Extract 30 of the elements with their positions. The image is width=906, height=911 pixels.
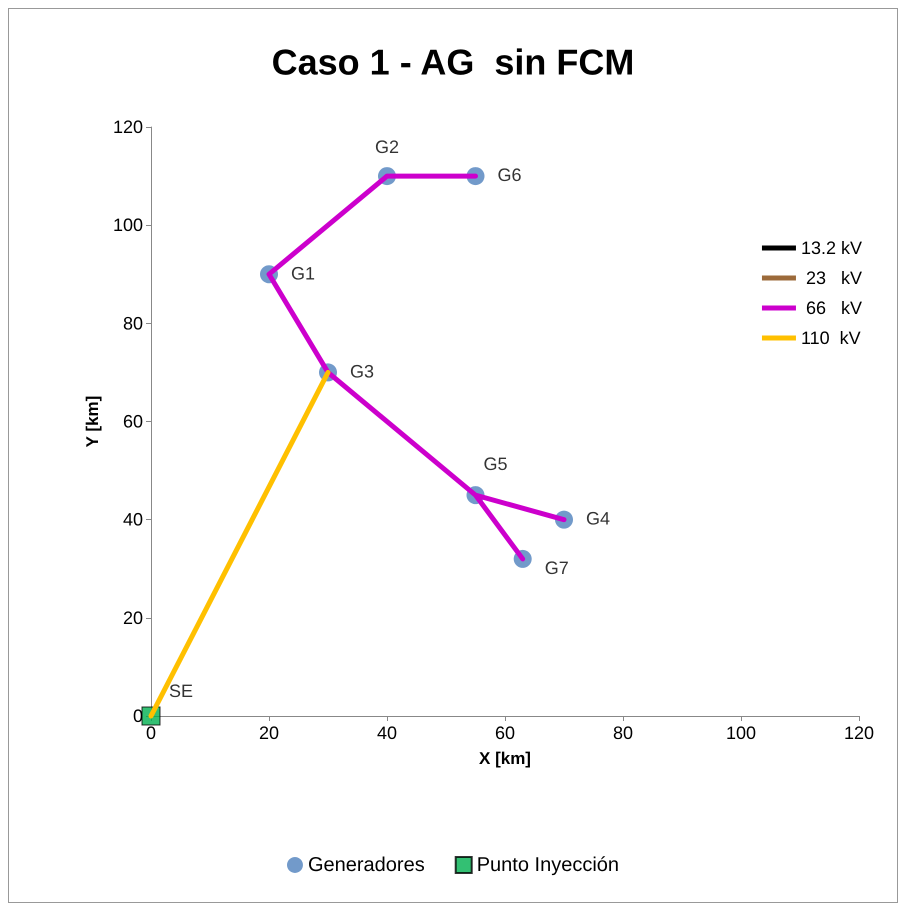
annotation: G7 xyxy=(544,558,569,578)
legend-label: 110 kV xyxy=(800,328,861,348)
x-tick-label: 20 xyxy=(258,723,280,743)
x-tick-label: 60 xyxy=(494,723,516,743)
annotation: G5 xyxy=(484,454,508,474)
y-tick-label: 20 xyxy=(122,608,143,628)
y-tick-label: 60 xyxy=(122,412,143,432)
x-tick-label: 0 xyxy=(146,723,156,743)
annotation: G6 xyxy=(498,165,522,186)
legend-label: 23 kV xyxy=(800,268,862,288)
x-axis-title: X [km] xyxy=(479,749,531,768)
legend-label: 66 kV xyxy=(800,298,862,318)
y-axis-title: Y [km] xyxy=(83,396,102,448)
x-tick-label: 80 xyxy=(612,723,634,743)
annotation: SE xyxy=(169,681,194,701)
annotation: G3 xyxy=(350,361,374,382)
x-tick-label: 100 xyxy=(726,723,756,743)
legend-label: Punto Inyección xyxy=(476,854,620,876)
annotation: G2 xyxy=(375,137,400,158)
y-tick-label: 120 xyxy=(112,117,143,137)
chart-title: Caso 1 - AG sin FCM xyxy=(272,42,634,82)
y-tick-label: 80 xyxy=(122,313,143,334)
y-tick-label: 40 xyxy=(122,510,143,530)
y-tick-label: 100 xyxy=(112,215,143,236)
x-tick-label: 40 xyxy=(376,723,398,743)
legend-label: Generadores xyxy=(308,854,425,876)
annotation: G1 xyxy=(291,263,316,284)
annotation: G4 xyxy=(586,508,610,529)
legend-label: 13.2 kV xyxy=(800,238,862,258)
x-tick-label: 120 xyxy=(844,723,874,743)
